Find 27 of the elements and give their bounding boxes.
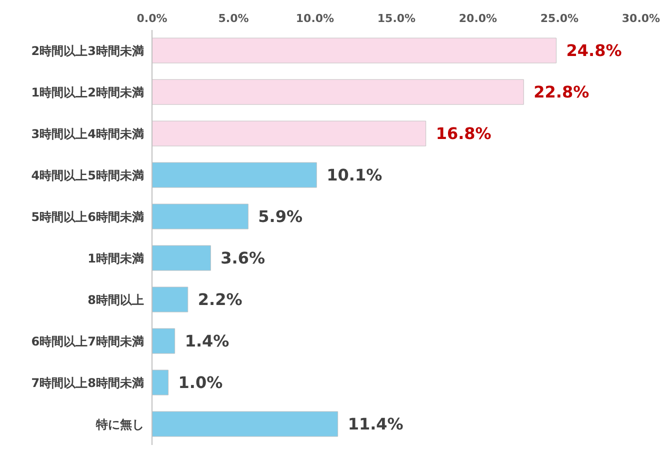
y-tick-label: 6時間以上7時間未満 <box>31 334 144 349</box>
y-tick-label: 5時間以上6時間未満 <box>31 210 144 224</box>
y-tick-label: 1時間以上2時間未満 <box>31 86 144 100</box>
x-tick-label: 25.0% <box>540 12 579 25</box>
data-label: 5.9% <box>258 207 303 226</box>
data-label: 3.6% <box>220 248 266 268</box>
data-label: 24.8% <box>566 41 622 60</box>
y-tick-label: 3時間以上4時間未満 <box>31 127 144 142</box>
x-tick-label: 30.0% <box>622 12 660 25</box>
y-tick-label: 7時間以上8時間未満 <box>31 376 144 390</box>
data-label: 10.1% <box>326 166 382 185</box>
data-label: 1.0% <box>178 373 223 392</box>
data-label: 16.8% <box>436 124 492 144</box>
data-label: 1.4% <box>184 332 230 351</box>
y-tick-label: 特に無し <box>95 418 144 432</box>
data-label: 22.8% <box>534 82 590 102</box>
x-tick-label: 20.0% <box>458 12 498 25</box>
x-tick-label: 5.0% <box>218 12 249 25</box>
y-tick-label: 1時間未満 <box>88 252 144 266</box>
y-tick-label: 8時間以上 <box>88 293 144 308</box>
y-tick-label: 2時間以上3時間未満 <box>31 44 144 58</box>
x-tick-label: 10.0% <box>296 12 334 25</box>
x-tick-label: 0.0% <box>136 12 168 25</box>
data-label: 11.4% <box>348 414 404 434</box>
y-tick-label: 4時間以上5時間未満 <box>31 168 144 183</box>
x-tick-label: 15.0% <box>377 12 416 25</box>
data-label: 2.2% <box>198 290 242 310</box>
